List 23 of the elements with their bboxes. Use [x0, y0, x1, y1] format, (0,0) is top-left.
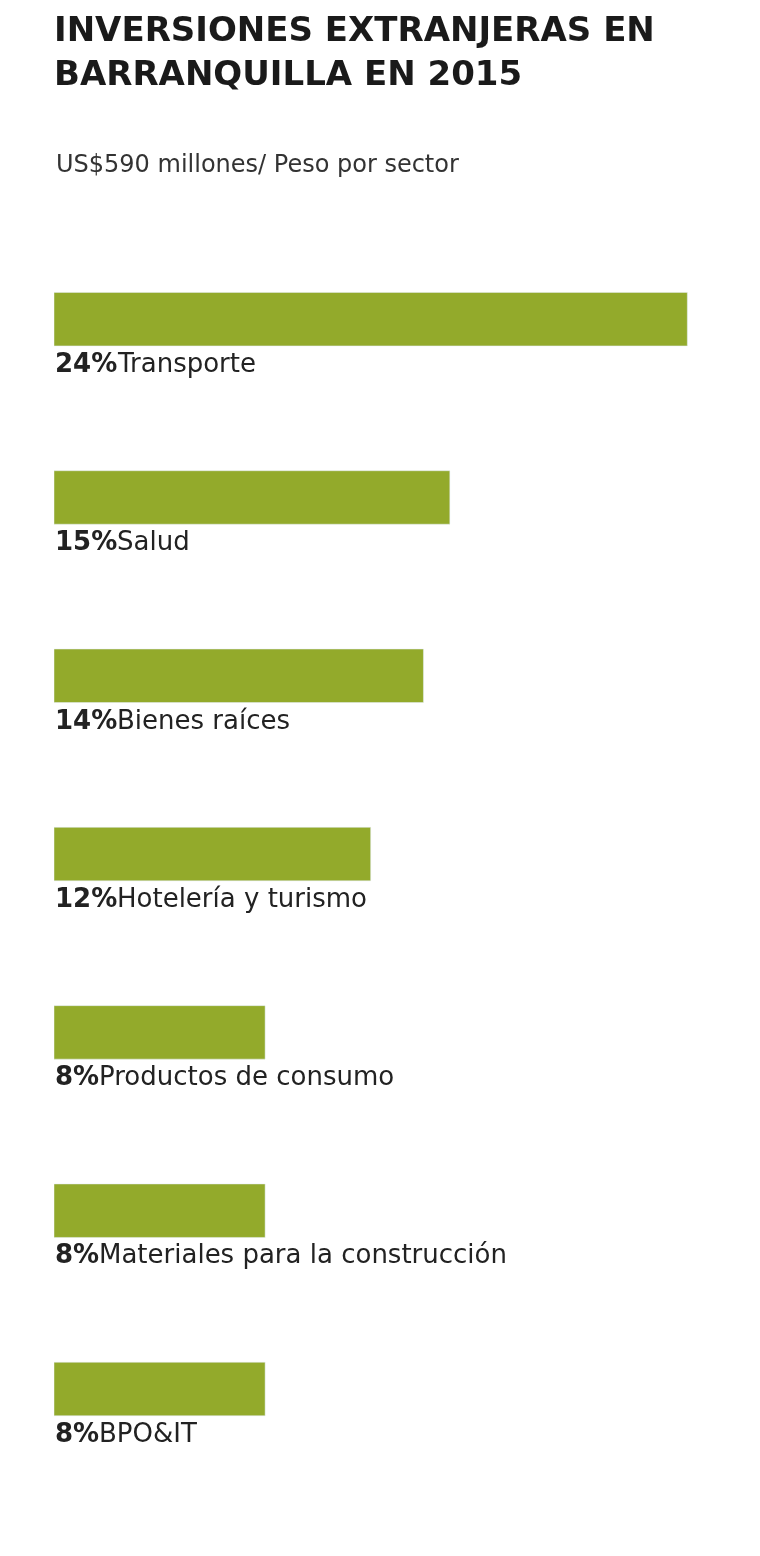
bar: [54, 1005, 266, 1060]
bar: [54, 1183, 266, 1238]
data-label: 8%: [55, 1239, 100, 1269]
y-tick-label: Productos de consumo: [99, 1061, 395, 1091]
y-tick-label: Hotelería y turismo: [117, 883, 367, 913]
data-label: 8%: [55, 1061, 100, 1091]
data-label: 8%: [55, 1418, 100, 1448]
chart-title: INVERSIONES EXTRANJERAS EN BARRANQUILLA EN 2015: [54, 8, 655, 93]
chart-subtitle: US$590 millones/ Peso por sector: [56, 150, 459, 178]
y-tick-label: BPO&IT: [99, 1418, 197, 1448]
y-tick-label: Materiales para la construcción: [99, 1239, 507, 1269]
bar: [54, 292, 688, 347]
y-tick-label: Salud: [117, 526, 190, 556]
y-tick-label: Transporte: [117, 348, 256, 378]
bar: [54, 827, 371, 882]
bar: [54, 1362, 266, 1417]
bar: [54, 648, 424, 703]
data-label: 24%: [55, 348, 118, 378]
data-label: 12%: [55, 883, 118, 913]
data-label: 15%: [55, 526, 118, 556]
y-tick-label: Bienes raíces: [117, 705, 291, 735]
bar: [54, 470, 451, 525]
data-label: 14%: [55, 705, 118, 735]
